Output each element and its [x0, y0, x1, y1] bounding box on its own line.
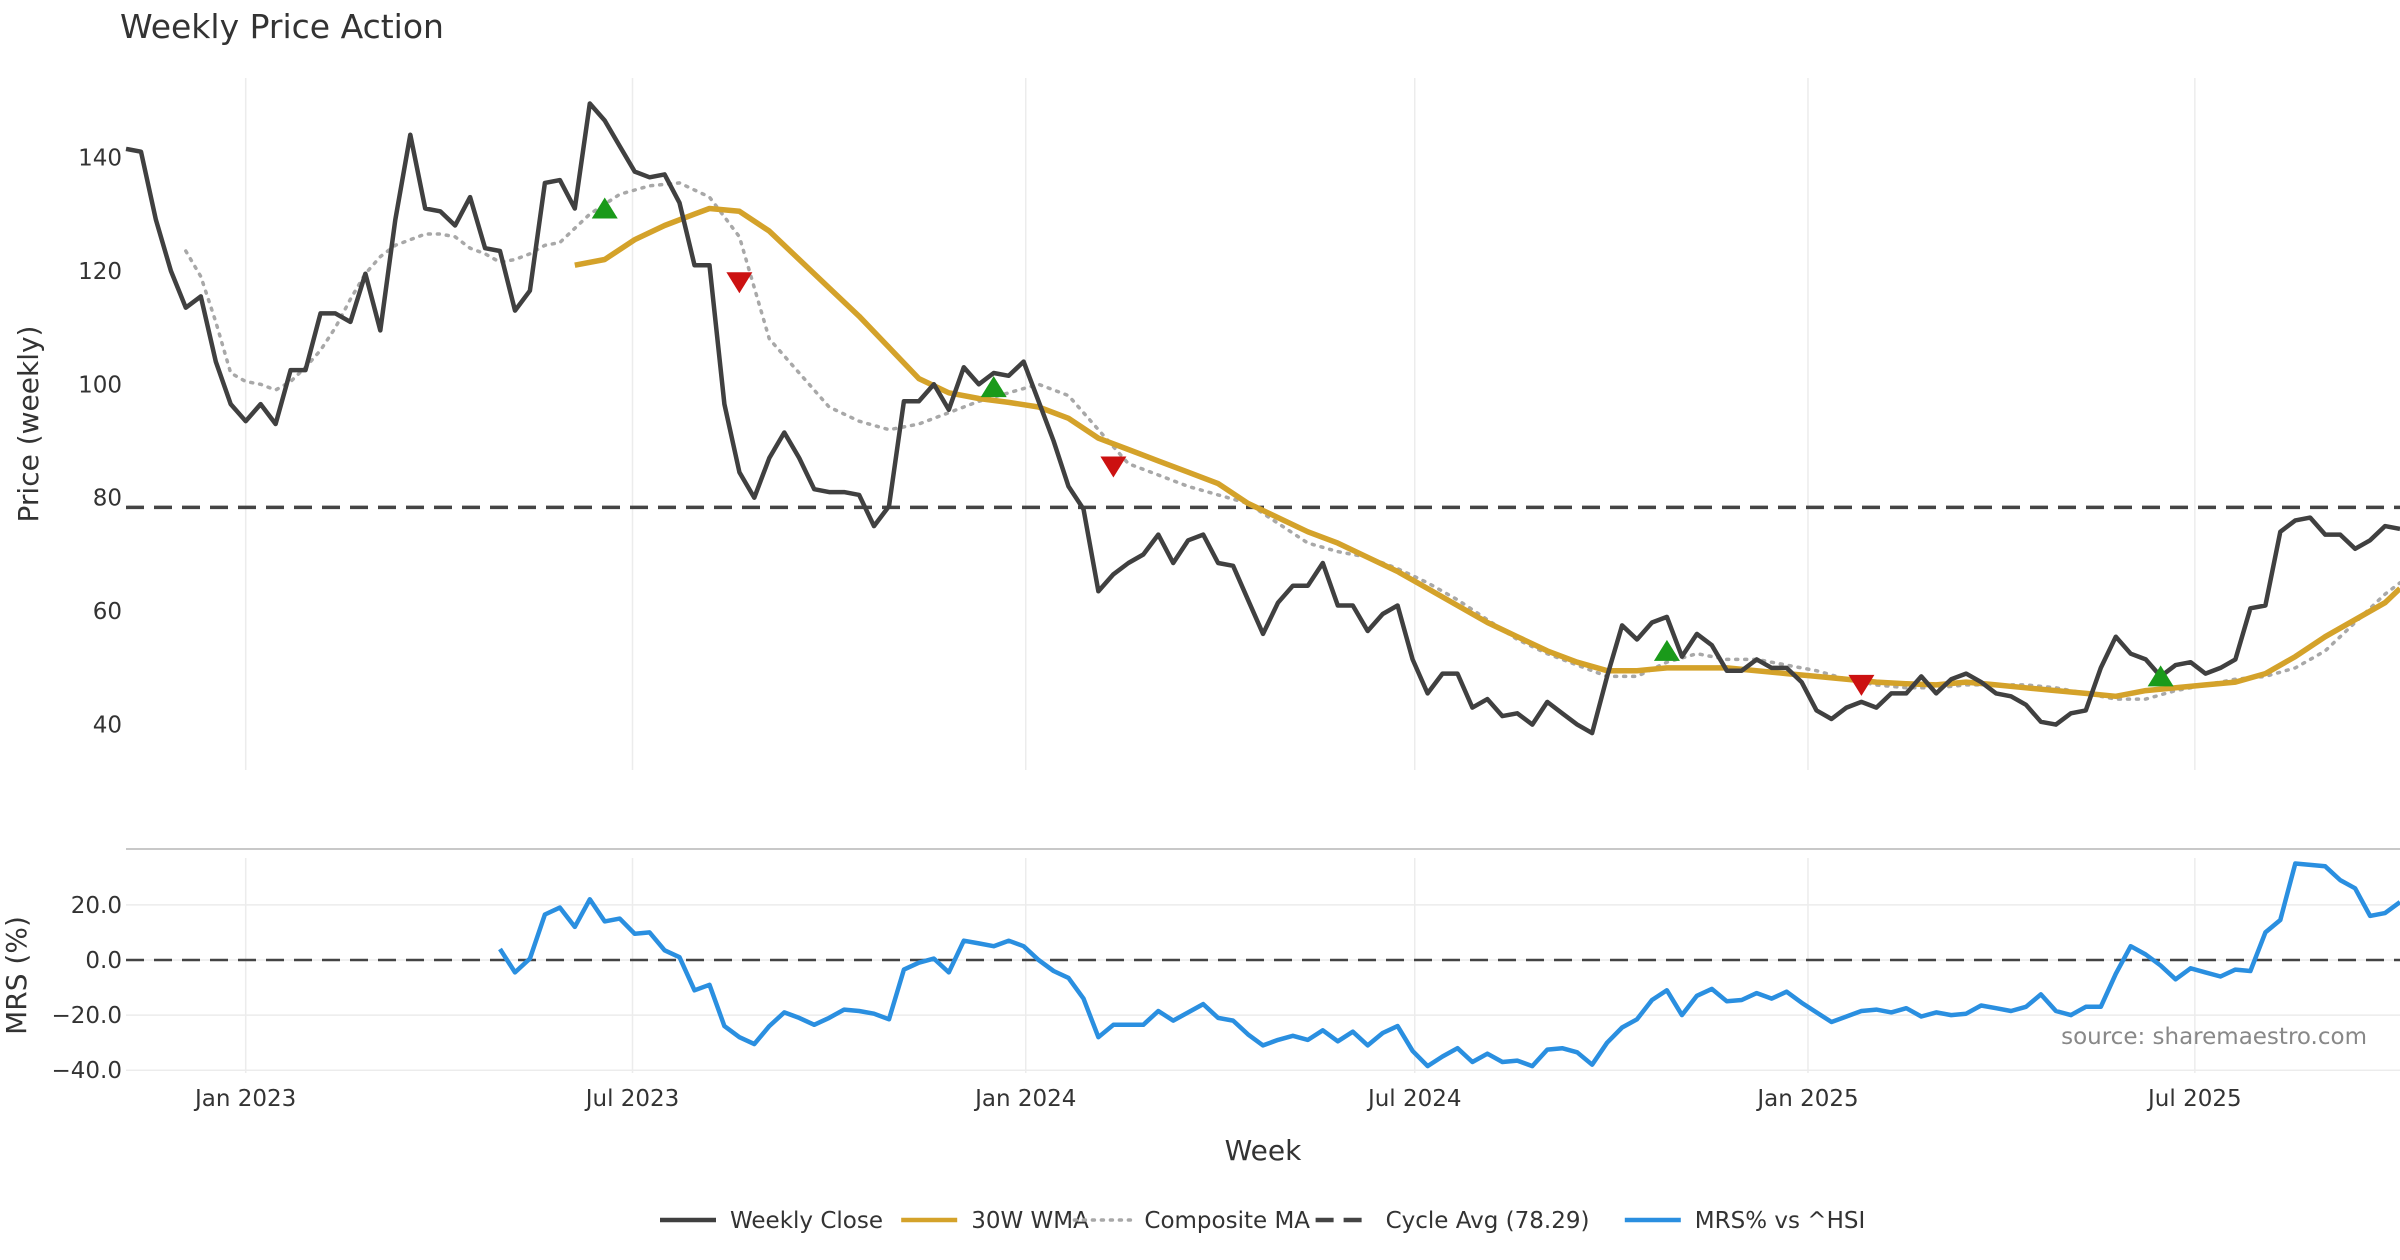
mrs-y-axis-label: MRS (%)	[0, 916, 33, 1035]
price-y-tick: 140	[78, 145, 122, 171]
mrs-y-tick: 20.0	[71, 893, 122, 919]
price-y-tick: 60	[93, 599, 122, 625]
series-30w-wma	[574, 205, 2400, 700]
legend-label: Weekly Close	[730, 1208, 883, 1234]
x-tick: Jul 2023	[584, 1086, 680, 1112]
x-axis-label: Week	[1225, 1134, 1302, 1167]
series-mrs-vs-hsi	[498, 861, 2400, 1069]
legend-item: Composite MA	[1072, 1208, 1310, 1234]
price-y-tick: 40	[93, 713, 122, 739]
price-y-tick-labels: 40 60 80 100 120 140	[78, 145, 122, 738]
signal-markers	[591, 197, 2174, 696]
legend-label: Composite MA	[1144, 1208, 1310, 1234]
legend-label: MRS% vs ^HSI	[1695, 1208, 1865, 1234]
mrs-y-tick-labels: 20.0 0.0 −20.0 −40.0	[52, 893, 122, 1084]
series-composite-ma	[184, 181, 2400, 701]
legend: Weekly Close 30W WMA Composite MA Cycle Avg…	[660, 1208, 1865, 1234]
legend-label: 30W WMA	[971, 1208, 1089, 1234]
legend-item: Cycle Avg (78.29)	[1315, 1208, 1590, 1234]
price-y-tick: 100	[78, 372, 122, 398]
sell-signal-marker	[1848, 674, 1875, 696]
x-tick: Jul 2025	[2146, 1086, 2242, 1112]
mrs-panel: 20.0 0.0 −20.0 −40.0 MRS (%) source: sharem…	[0, 858, 2400, 1084]
price-y-tick: 80	[93, 486, 122, 512]
x-tick-labels: Jan 2023 Jul 2023 Jan 2024 Jul 2024 Jan 2025…	[193, 1086, 2242, 1112]
source-note: source: sharemaestro.com	[2061, 1024, 2367, 1050]
price-y-axis-label: Price (weekly)	[12, 326, 45, 523]
mrs-y-tick: −20.0	[52, 1003, 122, 1029]
buy-signal-marker	[980, 376, 1007, 398]
legend-item: 30W WMA	[901, 1208, 1089, 1234]
price-y-tick: 120	[78, 259, 122, 285]
price-gridlines	[244, 78, 2196, 770]
chart-title: Weekly Price Action	[120, 7, 444, 46]
sell-signal-marker	[1100, 456, 1127, 478]
legend-item: MRS% vs ^HSI	[1624, 1208, 1865, 1234]
mrs-y-tick: 0.0	[85, 948, 122, 974]
sell-signal-marker	[726, 272, 753, 294]
buy-signal-marker	[591, 197, 618, 219]
price-panel: 40 60 80 100 120 140 Price (weekly)	[12, 78, 2400, 770]
legend-item: Weekly Close	[660, 1208, 883, 1234]
series-weekly-close	[125, 101, 2400, 736]
buy-signal-marker	[2147, 665, 2174, 687]
buy-signal-marker	[1653, 639, 1680, 661]
legend-label: Cycle Avg (78.29)	[1386, 1208, 1590, 1234]
x-tick: Jan 2023	[193, 1086, 296, 1112]
x-tick: Jan 2024	[973, 1086, 1076, 1112]
mrs-gridlines	[126, 858, 2400, 1073]
x-tick: Jul 2024	[1366, 1086, 1462, 1112]
x-tick: Jan 2025	[1755, 1086, 1858, 1112]
mrs-y-tick: −40.0	[52, 1058, 122, 1084]
